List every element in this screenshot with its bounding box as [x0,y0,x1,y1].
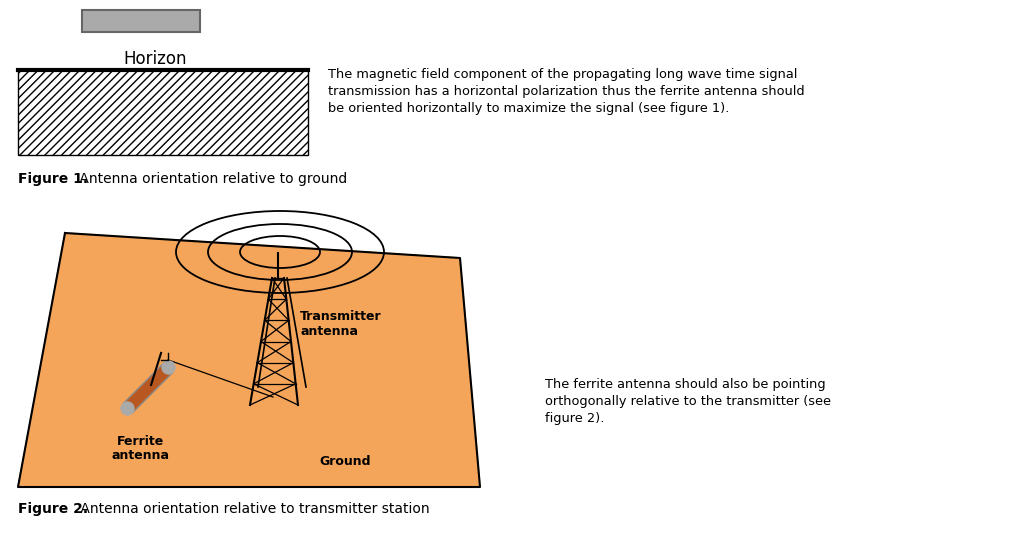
Text: transmission has a horizontal polarization thus the ferrite antenna should: transmission has a horizontal polarizati… [328,85,805,98]
Bar [18,70,308,155]
Text: Antenna orientation relative to transmitter station: Antenna orientation relative to transmit… [76,502,430,516]
Text: The magnetic field component of the propagating long wave time signal: The magnetic field component of the prop… [328,68,797,81]
Polygon shape [123,363,174,413]
Bar [82,10,200,32]
Text: antenna: antenna [111,449,169,462]
Text: Figure 2.: Figure 2. [18,502,88,516]
Text: antenna: antenna [300,325,358,338]
Text: Horizon: Horizon [124,50,187,68]
Text: Antenna orientation relative to ground: Antenna orientation relative to ground [75,172,347,186]
Text: The ferrite antenna should also be pointing: The ferrite antenna should also be point… [545,378,826,391]
Text: Ground: Ground [320,455,371,468]
Text: figure 2).: figure 2). [545,412,604,425]
Circle shape [162,361,175,374]
Text: orthogonally relative to the transmitter (see: orthogonally relative to the transmitter… [545,395,831,408]
Text: Transmitter: Transmitter [300,310,382,323]
Circle shape [121,402,134,415]
Text: be oriented horizontally to maximize the signal (see figure 1).: be oriented horizontally to maximize the… [328,102,729,115]
Text: Figure 1.: Figure 1. [18,172,88,186]
Polygon shape [18,233,480,487]
Text: Ferrite: Ferrite [116,435,163,448]
